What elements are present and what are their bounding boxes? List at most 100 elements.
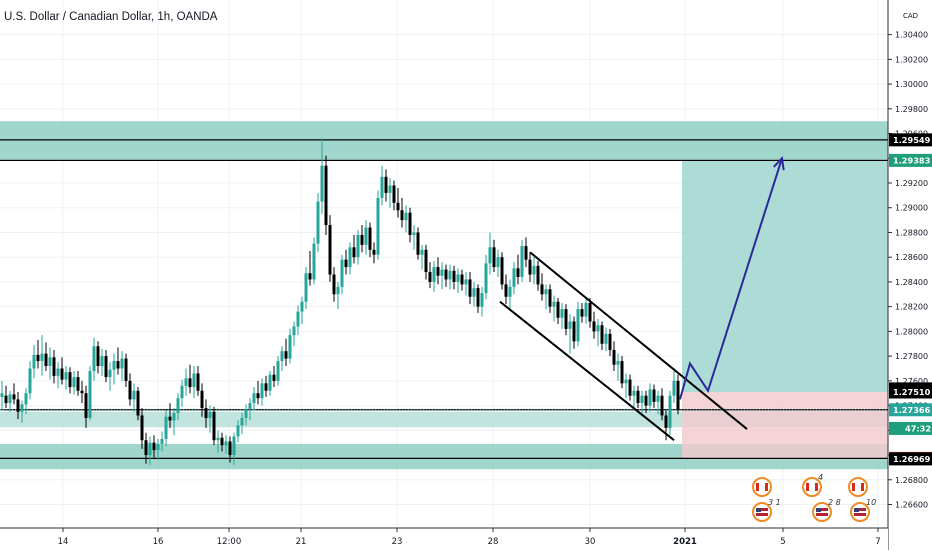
candle [196,373,200,391]
candle [520,246,524,277]
candle [304,273,308,302]
candle [60,368,64,380]
candle [364,227,368,245]
candle [504,284,508,297]
x-tick-label: 5 [780,537,785,547]
candle [388,185,392,193]
candle [552,301,556,307]
candle [104,356,108,378]
y-tick-label: 1.26600 [895,501,928,510]
event-badges: 3 1 4 2 8 10 [752,473,876,522]
candle [252,393,256,404]
candle [564,309,568,329]
candle [48,357,52,367]
candle [544,289,548,295]
candle [500,257,504,285]
y-tick-label: 1.30400 [895,31,928,40]
candle [188,378,192,388]
trade-box [682,160,888,459]
candle [320,165,324,202]
candle [452,270,456,282]
y-tick-label: 1.28000 [895,327,928,336]
event-count: 10 [866,498,876,507]
candle [80,390,84,394]
candle [380,176,384,198]
candle [120,358,124,369]
candle [324,165,328,226]
candle [84,393,88,418]
x-tick-label: 28 [488,537,499,547]
candle [56,368,60,376]
candle [256,393,260,399]
candle [464,279,468,285]
price-label-text: 1.29383 [893,155,931,165]
candle [100,356,104,367]
candle [4,395,8,404]
candle [52,357,56,376]
candle [224,441,228,446]
candle [624,379,628,384]
candle [368,227,372,250]
candle [652,389,656,402]
us-flag-canton [756,508,761,512]
y-tick-label: 1.29000 [895,204,928,213]
candle [240,417,244,426]
ca-flag-event [752,477,772,497]
candle [488,247,492,264]
candle [596,325,600,332]
candle [620,361,624,384]
candle [228,441,232,456]
candle [484,263,488,294]
candle [336,286,340,295]
candle [12,394,16,400]
candle [556,301,560,318]
candle [512,268,516,287]
us-flag-stripe [854,511,866,513]
projection-arrow-head [773,156,785,171]
candle [568,321,572,329]
price-label-text: 1.26969 [893,454,931,464]
candle [220,437,224,446]
candle [136,390,140,416]
candle [468,279,472,297]
candle [208,411,212,418]
candle [628,379,632,396]
x-tick-label: 16 [153,537,164,547]
x-tick-label: 7 [875,537,880,547]
price-label-line [889,452,932,466]
x-tick-label: 2021 [673,537,697,547]
us-flag-event: 3 1 [752,498,781,522]
candle [672,380,676,396]
candle [516,268,520,277]
price-label-text: 1.27366 [893,405,931,415]
horizontal-lines [0,139,888,459]
x-tick-label: 14 [58,537,69,547]
candles [0,138,680,465]
candle [404,212,408,221]
candle [64,372,68,380]
price-label-last [889,403,932,417]
price-label-text: 1.29549 [893,135,931,145]
candle [328,225,332,275]
y-tick-label: 1.29800 [895,105,928,114]
candle [352,247,356,258]
candle [288,335,292,359]
candle [396,202,400,211]
channel-lower-line [499,300,675,441]
candle [648,389,652,406]
candle [580,309,584,317]
candle [112,361,116,370]
candle [272,374,276,381]
candle [92,346,96,371]
x-tick-label: 21 [296,537,307,547]
candle [460,274,464,285]
candle [636,390,640,404]
candle [612,349,616,365]
candle [204,408,208,418]
candle [604,333,608,344]
candle [416,232,420,255]
candle [548,289,552,307]
candle [476,288,480,307]
